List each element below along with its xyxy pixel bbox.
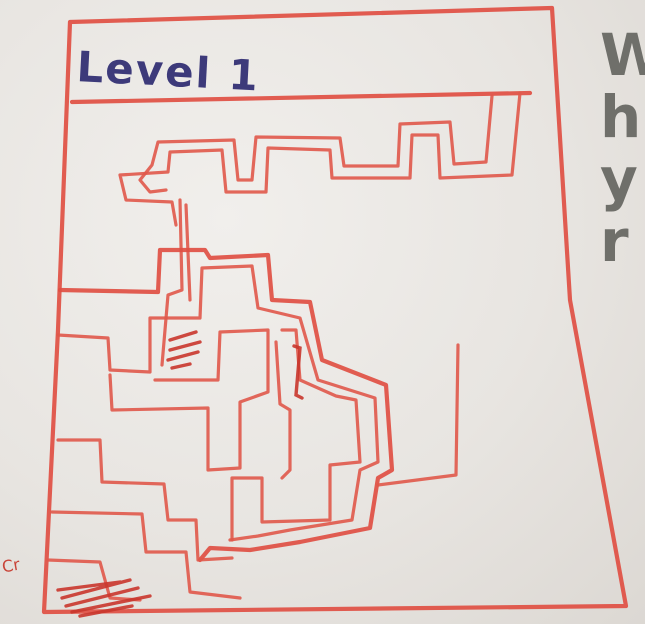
mid-wall-b	[230, 328, 362, 542]
side-letter: W	[600, 21, 645, 89]
lower-left-step-b	[50, 510, 242, 600]
mid-wall-a	[108, 328, 270, 472]
side-letter: r	[600, 207, 629, 275]
left-stair-upper-inner	[56, 264, 380, 542]
bottom-scribble	[56, 578, 152, 618]
header-divider	[69, 90, 533, 105]
level-title: Level 1	[75, 42, 262, 101]
hatch-mark-left	[166, 330, 202, 370]
lower-left-step-a	[56, 438, 234, 562]
side-letter: h	[600, 83, 642, 151]
central-shaft-right	[184, 203, 192, 302]
map-border	[41, 5, 629, 615]
top-corridor-outer	[118, 91, 522, 227]
corner-note: Cr	[0, 554, 22, 577]
lower-left-step-c	[46, 558, 142, 602]
left-stair-upper	[57, 247, 395, 563]
mid-wall-c	[274, 340, 292, 480]
side-letter: y	[600, 145, 638, 213]
cropped-side-text: W h y r	[600, 24, 645, 272]
top-corridor-inner	[138, 94, 494, 194]
right-dead-end	[376, 343, 460, 487]
central-shaft-left	[160, 198, 184, 367]
hatch-mark-right	[292, 344, 304, 400]
